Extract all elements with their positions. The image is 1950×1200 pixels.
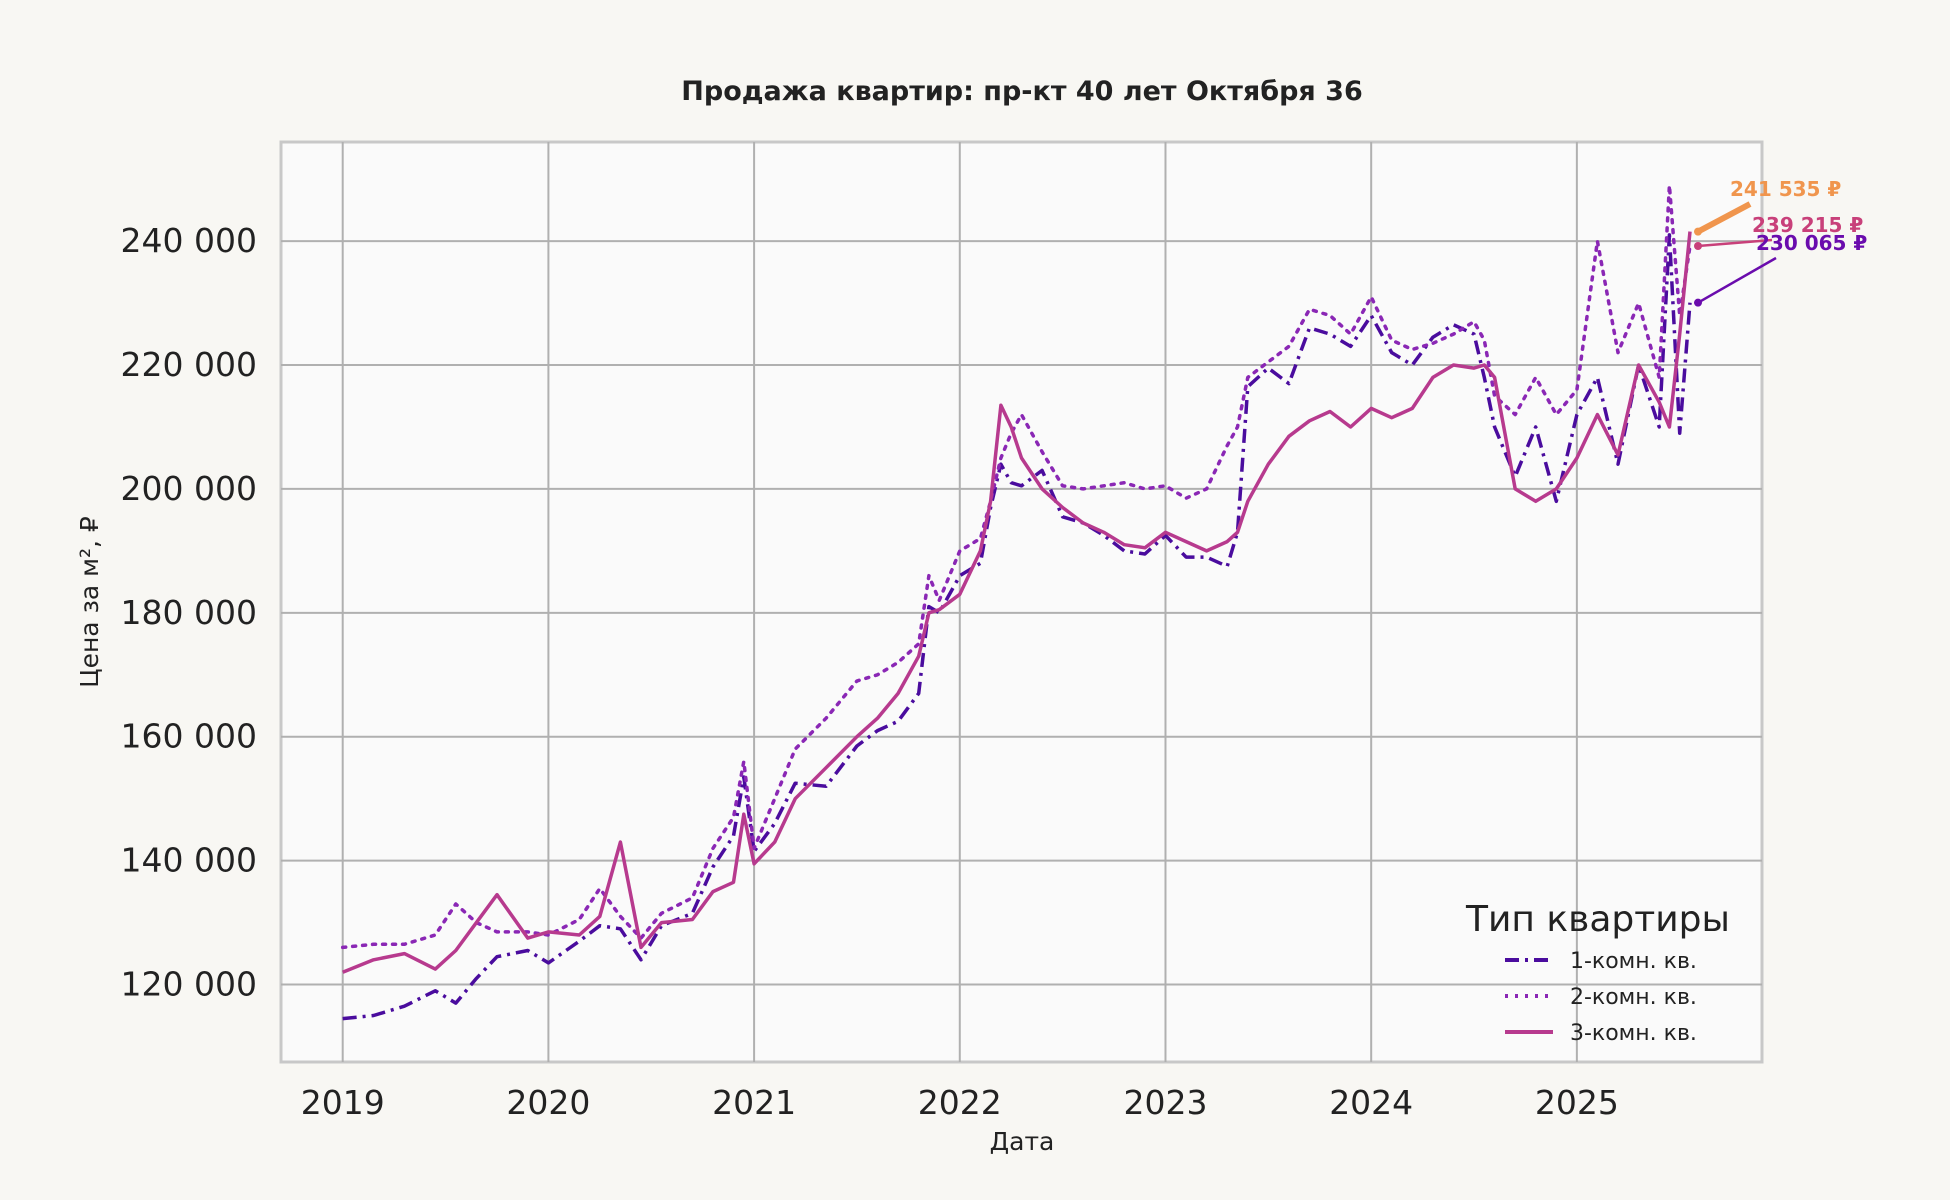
annotation-arrowhead [1694,298,1703,307]
y-tick-label: 240 000 [121,221,257,260]
x-tick-label: 2023 [1123,1083,1207,1122]
y-axis-label: Цена за м², ₽ [75,516,104,688]
x-tick-label: 2025 [1535,1083,1619,1122]
x-tick-label: 2022 [918,1083,1002,1122]
x-ticks: 2019 2020 2021 2022 2023 2024 2025 [301,1083,1619,1122]
chart-title: Продажа квартир: пр-кт 40 лет Октября 36 [681,76,1362,107]
x-tick-label: 2024 [1329,1083,1413,1122]
annotation-arrowhead [1694,241,1703,250]
series-line-1 [342,233,1692,1021]
legend-title: Тип квартиры [1465,899,1730,940]
annotation-arrow [1696,201,1752,235]
legend-label: 2-комн. кв. [1570,985,1697,1010]
y-tick-label: 200 000 [121,469,257,508]
x-tick-label: 2020 [506,1083,590,1122]
y-tick-label: 220 000 [121,345,257,384]
series-line-3 [342,231,1692,974]
plot-area [279,140,1764,1064]
legend-label: 3-комн. кв. [1570,1021,1697,1046]
legend-label: 1-комн. кв. [1570,949,1697,974]
y-tick-label: 140 000 [121,841,257,880]
annotation-arrowhead [1694,227,1703,236]
grid [281,142,1762,1062]
annotation-label: 241 535 ₽ [1730,177,1841,201]
annotation-label: 230 065 ₽ [1756,231,1867,255]
x-tick-label: 2021 [712,1083,796,1122]
y-tick-label: 160 000 [121,717,257,756]
x-axis-label: Дата [990,1127,1055,1156]
y-tick-label: 180 000 [121,593,257,632]
annotation-label: 239 215 ₽ [1752,213,1863,237]
series-line-2 [340,183,1692,950]
y-tick-label: 120 000 [121,965,257,1004]
x-tick-label: 2019 [301,1083,385,1122]
annotation-arrow [1697,238,1773,248]
annotations: 241 535 ₽ 239 215 ₽230 065 ₽ [1694,177,1867,307]
legend: Тип квартиры 1-комн. кв. 2-комн. кв. 3-ком… [1465,899,1730,1046]
y-ticks: 120 000 140 000 160 000 180 000 200 000 220 0… [121,221,257,1003]
series-lines [340,183,1692,1021]
annotation-arrow [1697,256,1777,304]
